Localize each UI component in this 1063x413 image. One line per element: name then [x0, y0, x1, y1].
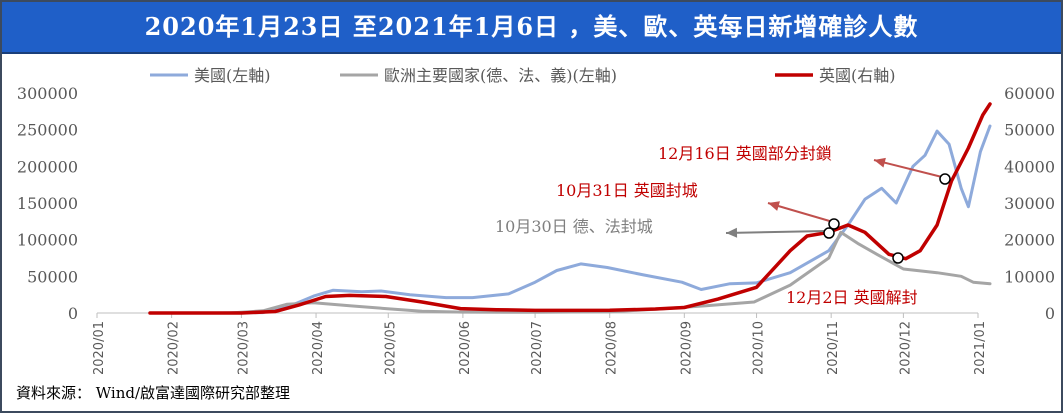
x-tick-label: 2020/06 — [458, 321, 473, 375]
x-tick-label: 2020/01 — [92, 321, 107, 375]
left-axis-tick-label: 100000 — [17, 231, 78, 250]
annotation-arrow-de-fr-lockdown-head — [726, 227, 738, 238]
series-line-2 — [148, 102, 992, 315]
title-bar: 2020年1月23日 至2021年1月6日 ，美、歐、英每日新增確診人數 — [2, 2, 1061, 54]
left-axis-tick-label: 0 — [68, 304, 78, 323]
x-tick-label: 2020/04 — [311, 321, 326, 375]
event-marker — [828, 218, 840, 230]
annotation-label: 10月30日 德、法封城 — [495, 217, 653, 236]
x-tick-label: 2020/03 — [236, 321, 251, 375]
legend-label: 英國(右軸) — [819, 66, 896, 85]
chart-title: 2020年1月23日 至2021年1月6日 ，美、歐、英每日新增確診人數 — [144, 12, 919, 41]
left-axis-tick-label: 200000 — [17, 157, 78, 176]
event-marker — [892, 252, 904, 264]
x-tick-label: 2020/12 — [898, 321, 913, 375]
left-axis-tick-label: 300000 — [17, 84, 78, 103]
right-axis-tick-label: 10000 — [1004, 267, 1055, 286]
left-axis-tick-label: 50000 — [27, 267, 78, 286]
annotation-arrow-uk-lockdown-shaft — [767, 202, 834, 223]
event-marker — [939, 173, 951, 185]
right-axis-tick-label: 20000 — [1004, 231, 1055, 250]
annotation-label: 10月31日 英國封城 — [556, 181, 698, 200]
annotation-arrow-uk-lockdown-head — [768, 201, 780, 211]
annotation-label: 12月2日 英國解封 — [786, 288, 918, 307]
right-axis-tick-label: 50000 — [1004, 121, 1055, 140]
x-tick-label: 2020/09 — [679, 321, 694, 375]
left-axis-tick-label: 150000 — [17, 194, 78, 213]
annotation-arrow-partial-lockdown-head — [874, 157, 886, 168]
series-line-0 — [215, 124, 992, 315]
right-axis-tick-label: 30000 — [1004, 194, 1055, 213]
legend-label: 美國(左軸) — [194, 66, 271, 85]
annotation-arrow-partial-lockdown-shaft — [873, 159, 943, 178]
annotation-label: 12月16日 英國部分封鎖 — [658, 144, 832, 163]
right-axis-tick-label: 0 — [1045, 304, 1055, 323]
left-axis-tick-label: 250000 — [17, 121, 78, 140]
source-note: 資料來源： Wind/啟富達國際研究部整理 — [16, 384, 291, 402]
x-tick-label: 2020/08 — [605, 321, 620, 375]
x-tick-label: 2020/05 — [383, 321, 398, 375]
annotation-arrow-de-fr-lockdown-shaft — [725, 230, 827, 234]
right-axis-tick-label: 40000 — [1004, 157, 1055, 176]
series-line-1 — [227, 230, 992, 315]
x-tick-label: 2021/01 — [973, 321, 988, 375]
x-tick-label: 2020/07 — [530, 321, 545, 375]
x-tick-label: 2020/02 — [167, 321, 182, 375]
legend-label: 歐洲主要國家(德、法、義)(左軸) — [384, 66, 617, 85]
event-marker — [823, 227, 835, 239]
right-axis-tick-label: 60000 — [1004, 84, 1055, 103]
x-tick-label: 2020/11 — [826, 321, 841, 375]
x-tick-label: 2020/10 — [752, 321, 767, 375]
